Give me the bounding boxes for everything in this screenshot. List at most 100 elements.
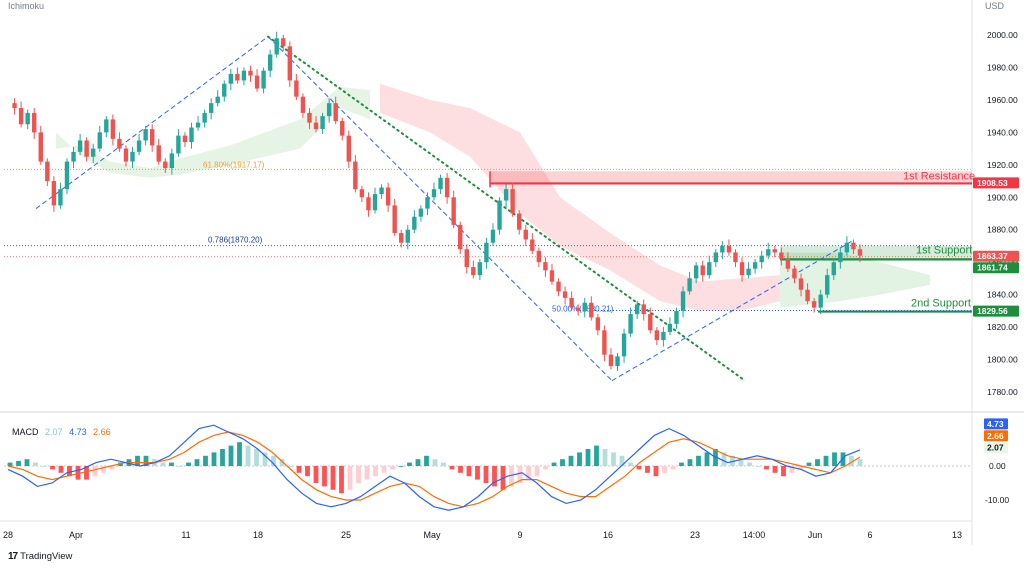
price-tag-box [973, 250, 1019, 262]
candle-body [340, 121, 345, 136]
candle-body [517, 213, 522, 230]
candle-body [674, 310, 679, 324]
macd-histogram-bar [832, 452, 837, 466]
macd-histogram-bar [755, 466, 761, 467]
macd-histogram-bar [101, 466, 106, 473]
macd-line [7, 424, 861, 511]
currency-label: USD [985, 1, 1005, 11]
macd-histogram-bar [781, 466, 786, 477]
macd-histogram-bar [67, 466, 72, 477]
x-tick-label: May [423, 530, 441, 540]
macd-histogram-bar [203, 455, 208, 466]
macd-histogram-bar [373, 466, 378, 477]
macd-tag-box [984, 418, 1008, 430]
candle-body [713, 252, 719, 263]
macd-histogram-bar [492, 466, 497, 487]
macd-histogram-bar [509, 466, 514, 487]
candle-body [805, 289, 810, 302]
candle-body [549, 270, 555, 282]
candle-body [91, 148, 96, 157]
macd-histogram-bar [772, 466, 778, 473]
candle-body [261, 70, 266, 89]
macd-histogram-bar [721, 452, 727, 466]
candle-body [117, 138, 122, 149]
candle-body [838, 252, 843, 263]
candle-body [752, 262, 758, 269]
candle-body [320, 116, 325, 130]
macd-histogram-bar [798, 466, 803, 470]
candle-body [825, 275, 830, 295]
macd-histogram-bar [823, 455, 829, 466]
macd-legend-macd: 4.73 [69, 427, 87, 437]
price-tag-box [973, 262, 1019, 274]
support-zone [780, 245, 972, 260]
candle-body [641, 304, 646, 315]
tradingview-logo-icon: 17 [8, 551, 18, 562]
downtrend-line [267, 35, 746, 382]
candle-body [254, 75, 260, 89]
candle-body [707, 262, 712, 276]
y-tick-label: 1960.00 [987, 95, 1018, 105]
y-tick-label: 1800.00 [987, 355, 1018, 365]
candle-body [195, 122, 201, 128]
candle-body [523, 229, 528, 240]
y-tick-label: 1860.00 [987, 257, 1018, 267]
macd-histogram-bar [585, 449, 591, 466]
macd-histogram-bar [636, 466, 642, 470]
candle-body [726, 245, 732, 253]
candle-body [562, 291, 568, 298]
candle-body [503, 189, 509, 201]
candle-body [720, 245, 725, 253]
candle-body [64, 161, 70, 190]
macd-histogram-bar [543, 466, 548, 470]
tradingview-logo[interactable]: 17 TradingView [8, 551, 72, 562]
candle-body [143, 129, 148, 141]
candle-body [248, 70, 253, 76]
macd-histogram-bar [58, 466, 64, 473]
candle-body [693, 265, 699, 279]
y-tick-label: 1820.00 [987, 322, 1018, 332]
candle-body [392, 205, 397, 233]
macd-histogram-bar [738, 459, 744, 466]
candle-body [458, 224, 463, 250]
macd-histogram-bar [679, 462, 684, 466]
candle-body [25, 112, 30, 125]
candle-body [661, 331, 666, 341]
indicator-label: Ichimoku [8, 1, 45, 11]
candle-body [444, 177, 450, 198]
candle-body [222, 83, 227, 97]
macd-histogram-bar [594, 445, 599, 466]
fib-618-label: 61.80%(1917.17) [203, 160, 265, 169]
candle-body [654, 330, 660, 341]
macd-histogram-bar [568, 455, 574, 466]
macd-histogram-bar [449, 466, 455, 470]
macd-histogram-bar [7, 462, 13, 466]
macd-y-tick-label: 0.00 [989, 461, 1006, 471]
macd-histogram-bar [305, 466, 310, 477]
x-tick-label: 11 [181, 530, 190, 540]
candle-body [536, 250, 542, 263]
macd-histogram-bar [475, 466, 480, 480]
candle-body [779, 252, 784, 259]
candle-body [615, 356, 620, 367]
candle-body [746, 268, 751, 276]
macd-histogram-bar [288, 466, 293, 467]
macd-legend[interactable]: MACD 2.07 4.73 2.66 [12, 427, 115, 437]
candle-body [182, 135, 188, 143]
macd-histogram-bar [815, 459, 820, 466]
channel-line-down [267, 36, 613, 381]
candle-body [798, 278, 804, 290]
macd-histogram-bar [339, 466, 344, 494]
candle-body [543, 262, 548, 271]
macd-histogram-bar [619, 455, 625, 466]
candle-body [51, 181, 57, 206]
macd-tag: 2.66 [984, 430, 1008, 442]
candle-body [785, 258, 791, 269]
macd-histogram-bar [806, 462, 812, 466]
y-tick-label: 1980.00 [987, 62, 1018, 72]
macd-histogram-bar [534, 466, 540, 477]
x-tick-label: 18 [253, 530, 263, 540]
candle-body [176, 135, 181, 154]
